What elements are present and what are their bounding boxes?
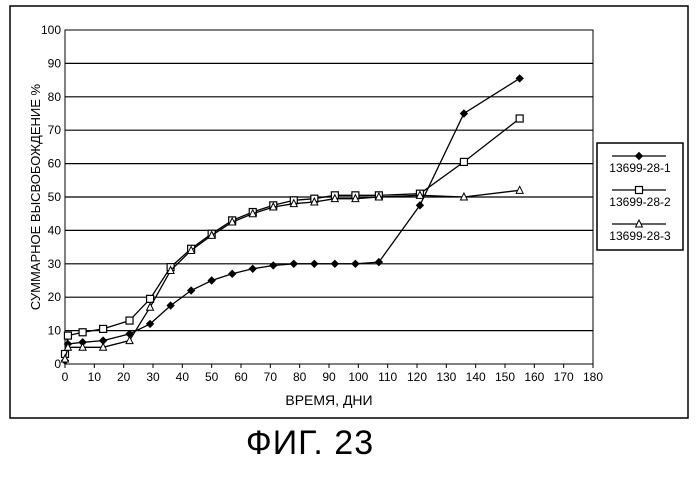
y-tick-label: 50 xyxy=(48,190,62,204)
data-point xyxy=(516,115,523,122)
x-tick-label: 100 xyxy=(348,370,368,384)
figure-caption: ФИГ. 23 xyxy=(0,424,620,463)
legend-label: 13699-28-2 xyxy=(609,195,671,209)
x-tick-label: 10 xyxy=(88,370,102,384)
y-tick-label: 80 xyxy=(48,90,62,104)
data-point xyxy=(126,317,133,324)
x-tick-label: 130 xyxy=(436,370,456,384)
legend-marker xyxy=(636,187,643,194)
x-tick-label: 90 xyxy=(322,370,336,384)
legend: 13699-28-1 13699-28-2 13699-28-3 xyxy=(597,143,683,250)
data-point xyxy=(64,332,71,339)
y-tick-label: 30 xyxy=(48,257,62,271)
x-tick-label: 180 xyxy=(583,370,603,384)
data-point xyxy=(460,158,467,165)
x-tick-label: 140 xyxy=(466,370,486,384)
x-tick-label: 30 xyxy=(146,370,160,384)
x-tick-label: 80 xyxy=(293,370,307,384)
legend-label: 13699-28-3 xyxy=(609,229,671,243)
y-tick-label: 100 xyxy=(41,23,61,37)
y-axis-label: СУММАРНОЕ ВЫСВОБОЖДЕНИЕ % xyxy=(28,83,43,310)
y-tick-label: 20 xyxy=(48,290,62,304)
y-tick-label: 0 xyxy=(54,357,61,371)
x-tick-label: 150 xyxy=(495,370,515,384)
y-tick-label: 60 xyxy=(48,157,62,171)
y-tick-label: 90 xyxy=(48,56,62,70)
x-tick-label: 20 xyxy=(117,370,131,384)
x-tick-label: 120 xyxy=(407,370,427,384)
x-tick-label: 110 xyxy=(378,370,397,384)
x-tick-label: 40 xyxy=(176,370,190,384)
legend-label: 13699-28-1 xyxy=(609,161,671,175)
x-tick-label: 0 xyxy=(62,370,69,384)
y-tick-label: 10 xyxy=(48,324,62,338)
data-point xyxy=(79,329,86,336)
x-tick-label: 60 xyxy=(234,370,248,384)
x-tick-label: 170 xyxy=(554,370,574,384)
x-tick-label: 160 xyxy=(524,370,544,384)
x-tick-label: 70 xyxy=(264,370,278,384)
y-tick-label: 70 xyxy=(48,123,62,137)
x-tick-label: 50 xyxy=(205,370,219,384)
data-point xyxy=(147,295,154,302)
data-point xyxy=(100,325,107,332)
release-chart: 0 10 20 30 40 50 60 70 80 90 100 0 10 20 30 40 50 60 70 80 9… xyxy=(0,0,700,420)
y-tick-label: 40 xyxy=(48,223,62,237)
x-axis-label: ВРЕМЯ, ДНИ xyxy=(285,392,372,408)
